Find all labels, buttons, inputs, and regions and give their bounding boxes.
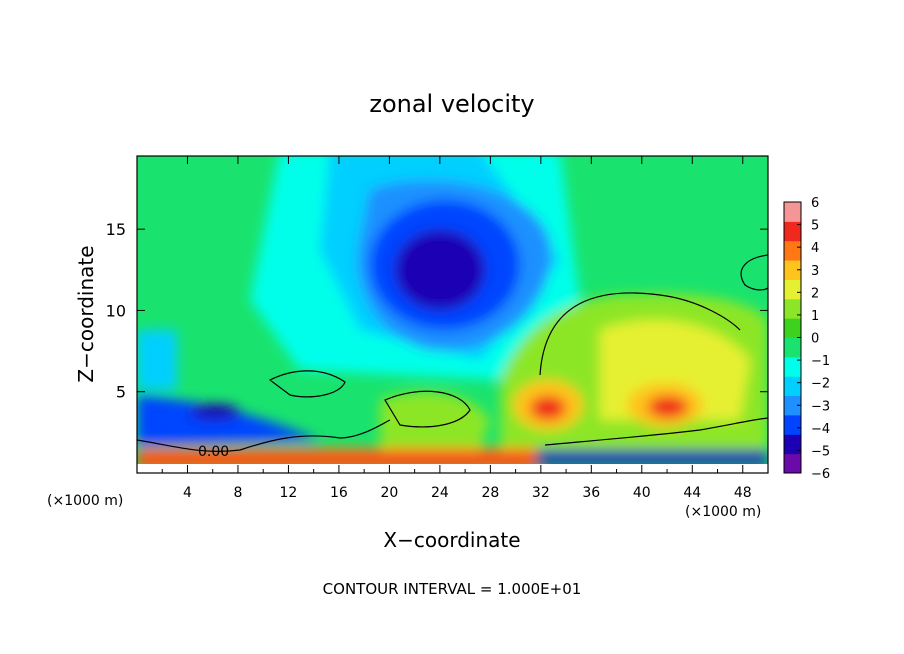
colorbar-swatch [784,298,801,319]
colorbar-swatch [784,414,801,435]
x-unit-left: (×1000 m) [47,493,123,509]
plot-frame [136,155,769,474]
x-tick-label: 28 [481,485,499,501]
strong-negative-left [190,404,240,420]
colorbar-swatch [784,337,801,358]
colorbar-tick-label: −6 [811,467,830,482]
colorbar: 6 5 4 3 2 1 0 −1 −2 −3 −4 −5 −6 [783,196,830,482]
x-unit-right: (×1000 m) [685,504,761,520]
colorbar-swatch [784,453,801,474]
chart-title: zonal velocity [369,90,534,118]
plot-area [137,156,768,473]
colorbar-tick-label: 0 [811,332,819,347]
colorbar-tick-label: −5 [811,444,830,459]
zero-contour-main [137,292,768,452]
y-axis-label: Z−coordinate [74,245,98,382]
zero-contour-mid [268,370,471,428]
x-tick-label: 20 [380,485,398,501]
x-tick-label: 44 [683,485,701,501]
y-tick-label: 5 [116,383,126,402]
colorbar-swatch [784,318,801,338]
red-band-bottom [137,456,537,464]
colorbar-tick-label: 3 [811,264,819,279]
colorbar-swatch [784,202,801,222]
contour-label: 0.00 [198,444,229,460]
colorbar-tick-label: 6 [811,196,819,211]
x-tick-label: 32 [532,485,550,501]
white-bottom-band [137,464,768,473]
negative-band-left [137,395,320,445]
colorbar-tick-label: 5 [811,219,819,234]
colorbar-tick-label: 2 [811,286,819,301]
colorbar-swatch [784,279,801,300]
colorbar-swatch [784,260,801,280]
y-axis: 5 10 15 [106,220,768,402]
colorbar-swatch [784,221,801,242]
colorbar-swatch [784,376,801,397]
x-tick-label: 12 [280,485,298,501]
x-tick-label: 40 [633,485,651,501]
x-tick-label: 24 [431,485,449,501]
x-tick-label: 4 [183,485,192,501]
positive-region-mid [380,391,490,450]
x-tick-label: 8 [233,485,242,501]
warm-core-b [648,396,688,418]
colorbar-tick-label: −4 [811,422,830,437]
zero-contour-upper-right [740,254,768,291]
warm-core-a [530,396,566,420]
x-tick-label: 48 [734,485,752,501]
colorbar-swatch [784,395,801,416]
colorbar-swatch [784,356,801,377]
negative-band-right [520,450,768,464]
x-axis: 4 8 12 16 20 24 28 32 36 40 44 48 [161,156,752,501]
colorbar-tick-label: 1 [811,309,819,324]
colorbar-tick-label: 4 [811,241,819,256]
y-tick-label: 10 [106,301,126,320]
colorbar-tick-label: −1 [811,354,830,369]
y-tick-label: 15 [106,220,126,239]
colorbar-swatch [784,240,801,261]
colorbar-swatch [784,434,801,455]
x-axis-label: X−coordinate [383,528,520,552]
contour-interval-note: CONTOUR INTERVAL = 1.000E+01 [323,580,582,598]
low-center [395,230,485,310]
cyan-left-strip [137,330,177,390]
colorbar-tick-label: −2 [811,377,830,392]
colorbar-tick-label: −3 [811,399,830,414]
x-tick-label: 16 [330,485,348,501]
x-tick-label: 36 [582,485,600,501]
